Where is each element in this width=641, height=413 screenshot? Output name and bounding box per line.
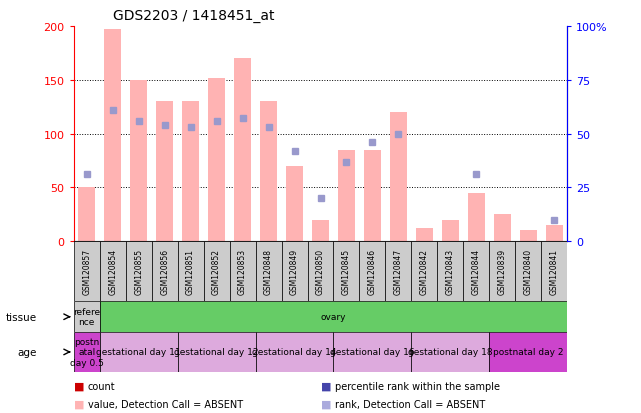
Text: GSM120844: GSM120844 — [472, 249, 481, 294]
Bar — [104, 30, 121, 242]
Bar — [360, 242, 385, 301]
Text: ■: ■ — [74, 381, 84, 391]
Bar — [468, 193, 485, 242]
Bar — [256, 242, 281, 301]
Bar — [281, 242, 308, 301]
Text: GSM120855: GSM120855 — [134, 249, 143, 294]
Text: ovary: ovary — [320, 313, 346, 321]
Bar — [437, 242, 463, 301]
Text: GSM120848: GSM120848 — [264, 249, 273, 294]
Bar — [74, 332, 100, 372]
Bar — [412, 242, 437, 301]
Text: GSM120847: GSM120847 — [394, 249, 403, 294]
Bar — [385, 242, 412, 301]
Text: gestational day 16: gestational day 16 — [330, 348, 415, 356]
Text: GSM120839: GSM120839 — [498, 249, 507, 294]
Bar — [156, 102, 173, 242]
Text: postnatal day 2: postnatal day 2 — [493, 348, 563, 356]
Bar — [416, 229, 433, 242]
Bar — [333, 332, 412, 372]
Text: GSM120853: GSM120853 — [238, 249, 247, 294]
Bar — [312, 220, 329, 242]
Text: refere
nce: refere nce — [73, 307, 100, 327]
Text: tissue: tissue — [6, 312, 37, 322]
Bar — [74, 242, 100, 301]
Bar — [463, 242, 489, 301]
Bar — [74, 301, 100, 332]
Text: gestational day 18: gestational day 18 — [408, 348, 493, 356]
Text: percentile rank within the sample: percentile rank within the sample — [335, 381, 499, 391]
Text: GSM120845: GSM120845 — [342, 249, 351, 294]
Text: GSM120854: GSM120854 — [108, 249, 117, 294]
Bar — [178, 242, 204, 301]
Text: ■: ■ — [74, 399, 84, 408]
Text: age: age — [18, 347, 37, 357]
Text: GSM120851: GSM120851 — [186, 249, 195, 294]
Text: value, Detection Call = ABSENT: value, Detection Call = ABSENT — [88, 399, 243, 408]
Bar — [489, 242, 515, 301]
Text: GSM120849: GSM120849 — [290, 249, 299, 294]
Bar — [78, 188, 95, 242]
Bar — [442, 220, 459, 242]
Bar — [178, 332, 256, 372]
Bar — [260, 102, 277, 242]
Bar — [100, 332, 178, 372]
Text: rank, Detection Call = ABSENT: rank, Detection Call = ABSENT — [335, 399, 485, 408]
Text: postn
atal
day 0.5: postn atal day 0.5 — [70, 337, 104, 367]
Bar — [130, 81, 147, 242]
Bar — [234, 59, 251, 242]
Bar — [208, 78, 225, 242]
Bar — [333, 242, 360, 301]
Bar — [229, 242, 256, 301]
Text: gestational day 14: gestational day 14 — [253, 348, 337, 356]
Text: gestational day 11: gestational day 11 — [96, 348, 181, 356]
Text: GSM120856: GSM120856 — [160, 249, 169, 294]
Bar — [256, 332, 333, 372]
Bar — [364, 150, 381, 242]
Text: GSM120846: GSM120846 — [368, 249, 377, 294]
Text: ■: ■ — [320, 399, 331, 408]
Bar — [286, 166, 303, 242]
Bar — [489, 332, 567, 372]
Bar — [152, 242, 178, 301]
Text: GSM120857: GSM120857 — [82, 249, 91, 294]
Bar — [541, 242, 567, 301]
Bar — [515, 242, 541, 301]
Bar — [126, 242, 152, 301]
Text: ■: ■ — [320, 381, 331, 391]
Bar — [100, 242, 126, 301]
Bar — [308, 242, 333, 301]
Bar — [204, 242, 229, 301]
Bar — [494, 215, 511, 242]
Text: count: count — [88, 381, 115, 391]
Text: GSM120841: GSM120841 — [550, 249, 559, 294]
Text: GDS2203 / 1418451_at: GDS2203 / 1418451_at — [113, 9, 275, 23]
Bar — [520, 231, 537, 242]
Text: GSM120842: GSM120842 — [420, 249, 429, 294]
Bar — [182, 102, 199, 242]
Bar — [412, 332, 489, 372]
Text: GSM120852: GSM120852 — [212, 249, 221, 294]
Bar — [546, 225, 563, 242]
Bar — [338, 150, 355, 242]
Text: GSM120843: GSM120843 — [446, 249, 455, 294]
Text: GSM120840: GSM120840 — [524, 249, 533, 294]
Bar — [390, 113, 407, 242]
Text: GSM120850: GSM120850 — [316, 249, 325, 294]
Text: gestational day 12: gestational day 12 — [174, 348, 259, 356]
